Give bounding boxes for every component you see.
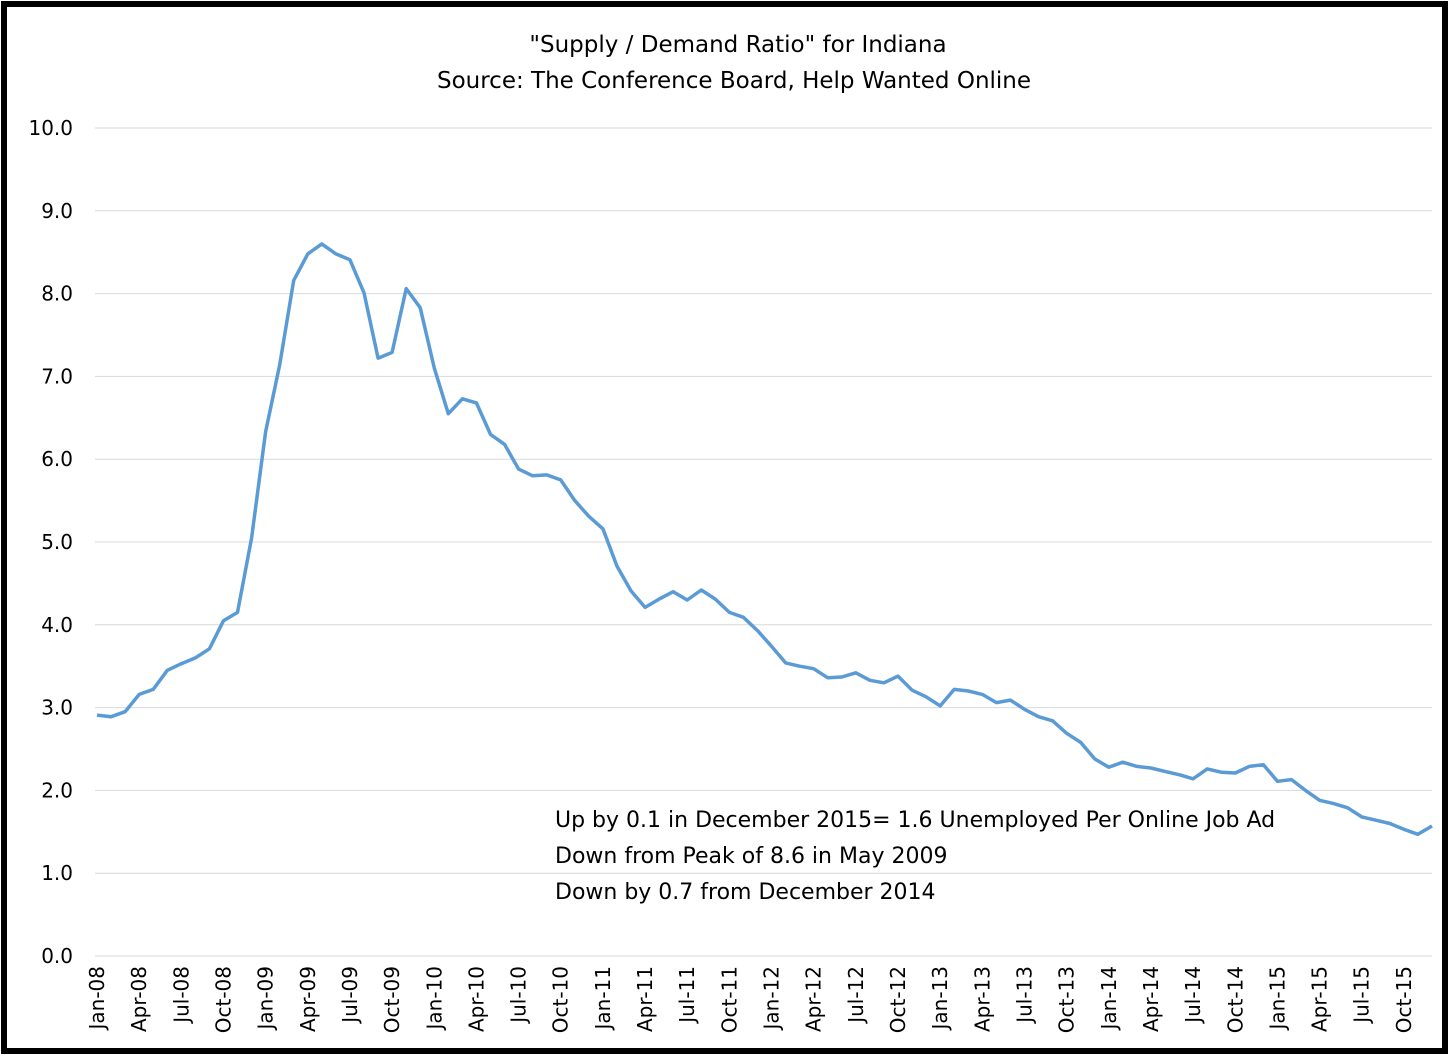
x-tick-label: Jul-10: [507, 966, 531, 1025]
data-line: [96, 242, 1433, 837]
y-tick-label: 8.0: [41, 282, 73, 306]
x-tick-label: Apr-09: [296, 966, 320, 1032]
y-tick-label: 6.0: [41, 447, 73, 471]
x-tick-label: Apr-12: [802, 966, 826, 1032]
x-tick-label: Jul-08: [169, 966, 193, 1025]
x-tick-label: Jan-15: [1265, 966, 1289, 1032]
y-tick-label: 9.0: [41, 199, 73, 223]
x-tick-label: Apr-11: [633, 966, 657, 1032]
x-tick-label: Jan-10: [422, 966, 446, 1032]
x-tick-label: Oct-14: [1223, 966, 1247, 1033]
x-tick-label: Oct-08: [211, 966, 235, 1033]
x-tick-label: Jul-09: [338, 966, 362, 1025]
x-tick-label: Oct-15: [1392, 966, 1416, 1033]
x-tick-label: Jan-09: [254, 966, 278, 1032]
annotation: Down by 0.7 from December 2014: [555, 880, 936, 905]
x-tick-label: Jul-15: [1350, 966, 1374, 1025]
x-tick-label: Apr-10: [464, 966, 488, 1032]
x-tick-label: Oct-11: [717, 966, 741, 1033]
x-tick-label: Oct-13: [1055, 966, 1079, 1033]
y-tick-label: 5.0: [41, 530, 73, 554]
y-tick-label: 10.0: [28, 116, 73, 140]
y-tick-label: 2.0: [41, 778, 73, 802]
annotation: Down from Peak of 8.6 in May 2009: [555, 844, 947, 869]
y-tick-label: 3.0: [41, 696, 73, 720]
x-tick-label: Oct-10: [549, 966, 573, 1033]
x-tick-label: Apr-08: [127, 966, 151, 1032]
x-tick-label: Jan-14: [1097, 966, 1121, 1032]
x-tick-label: Apr-13: [970, 966, 994, 1032]
y-tick-label: 1.0: [41, 861, 73, 885]
y-tick-label: 0.0: [41, 944, 73, 968]
x-tick-label: Jul-13: [1012, 966, 1036, 1025]
x-tick-label: Oct-12: [886, 966, 910, 1033]
x-tick-label: Jul-14: [1181, 966, 1205, 1025]
x-tick-label: Jul-11: [675, 966, 699, 1025]
chart-title: "Supply / Demand Ratio" for Indiana: [529, 32, 946, 58]
x-tick-label: Oct-09: [380, 966, 404, 1033]
x-tick-label: Apr-15: [1308, 966, 1332, 1032]
x-tick-label: Jul-12: [844, 966, 868, 1025]
annotation: Up by 0.1 in December 2015= 1.6 Unemploy…: [555, 808, 1275, 833]
x-tick-label: Jan-08: [85, 966, 109, 1032]
x-tick-label: Jan-11: [591, 966, 615, 1032]
x-tick-label: Jan-12: [760, 966, 784, 1032]
y-tick-label: 7.0: [41, 364, 73, 388]
x-tick-label: Jan-13: [928, 966, 952, 1032]
x-tick-label: Apr-14: [1139, 966, 1163, 1032]
y-tick-label: 4.0: [41, 613, 73, 637]
chart-subtitle: Source: The Conference Board, Help Wante…: [437, 68, 1031, 94]
